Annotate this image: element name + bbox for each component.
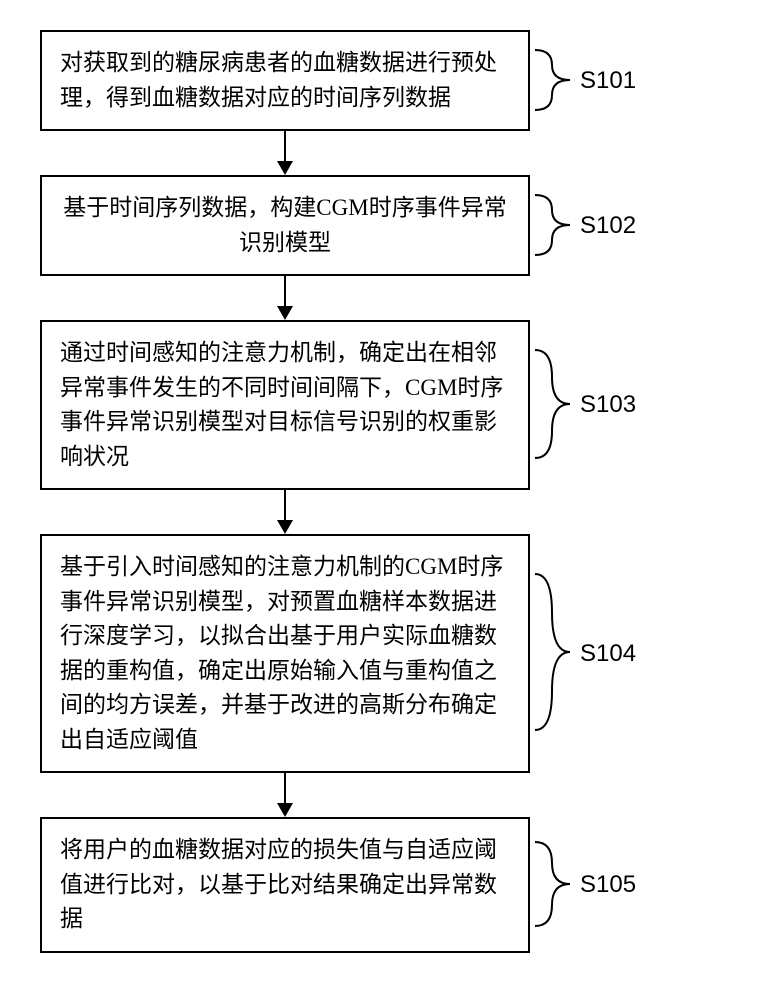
flow-step-box: 基于引入时间感知的注意力机制的CGM时序事件异常识别模型，对预置血糖样本数据进行… (40, 534, 530, 773)
arrow-down-icon (273, 131, 297, 175)
flow-step-box: 通过时间感知的注意力机制，确定出在相邻异常事件发生的不同时间间隔下，CGM时序事… (40, 320, 530, 490)
flow-step-row: 通过时间感知的注意力机制，确定出在相邻异常事件发生的不同时间间隔下，CGM时序事… (40, 320, 730, 490)
arrow-connector-wrap (40, 276, 530, 320)
step-label: S104 (580, 640, 636, 668)
step-label: S105 (580, 871, 636, 899)
step-text: 将用户的血糖数据对应的损失值与自适应阈值进行比对，以基于比对结果确定出异常数据 (60, 833, 510, 937)
step-text: 通过时间感知的注意力机制，确定出在相邻异常事件发生的不同时间间隔下，CGM时序事… (60, 336, 510, 474)
arrow-connector-wrap (40, 131, 530, 175)
flowchart-container: 对获取到的糖尿病患者的血糖数据进行预处理，得到血糖数据对应的时间序列数据 S10… (40, 30, 730, 953)
flow-step-box: 将用户的血糖数据对应的损失值与自适应阈值进行比对，以基于比对结果确定出异常数据 (40, 817, 530, 953)
step-text: 基于时间序列数据，构建CGM时序事件异常识别模型 (60, 191, 510, 260)
step-label: S102 (580, 212, 636, 240)
arrow-connector-wrap (40, 490, 530, 534)
flow-step-box: 对获取到的糖尿病患者的血糖数据进行预处理，得到血糖数据对应的时间序列数据 (40, 30, 530, 131)
arrow-down-icon (273, 490, 297, 534)
arrow-down-icon (273, 773, 297, 817)
arrow-down-icon (273, 276, 297, 320)
step-label: S101 (580, 67, 636, 95)
flow-step-box: 基于时间序列数据，构建CGM时序事件异常识别模型 (40, 175, 530, 276)
flow-step-row: 基于引入时间感知的注意力机制的CGM时序事件异常识别模型，对预置血糖样本数据进行… (40, 534, 730, 773)
step-label: S103 (580, 391, 636, 419)
arrow-connector-wrap (40, 773, 530, 817)
step-text: 基于引入时间感知的注意力机制的CGM时序事件异常识别模型，对预置血糖样本数据进行… (60, 550, 510, 757)
flow-step-row: 将用户的血糖数据对应的损失值与自适应阈值进行比对，以基于比对结果确定出异常数据 … (40, 817, 730, 953)
flow-step-row: 对获取到的糖尿病患者的血糖数据进行预处理，得到血糖数据对应的时间序列数据 S10… (40, 30, 730, 131)
flow-step-row: 基于时间序列数据，构建CGM时序事件异常识别模型 S102 (40, 175, 730, 276)
step-text: 对获取到的糖尿病患者的血糖数据进行预处理，得到血糖数据对应的时间序列数据 (60, 46, 510, 115)
